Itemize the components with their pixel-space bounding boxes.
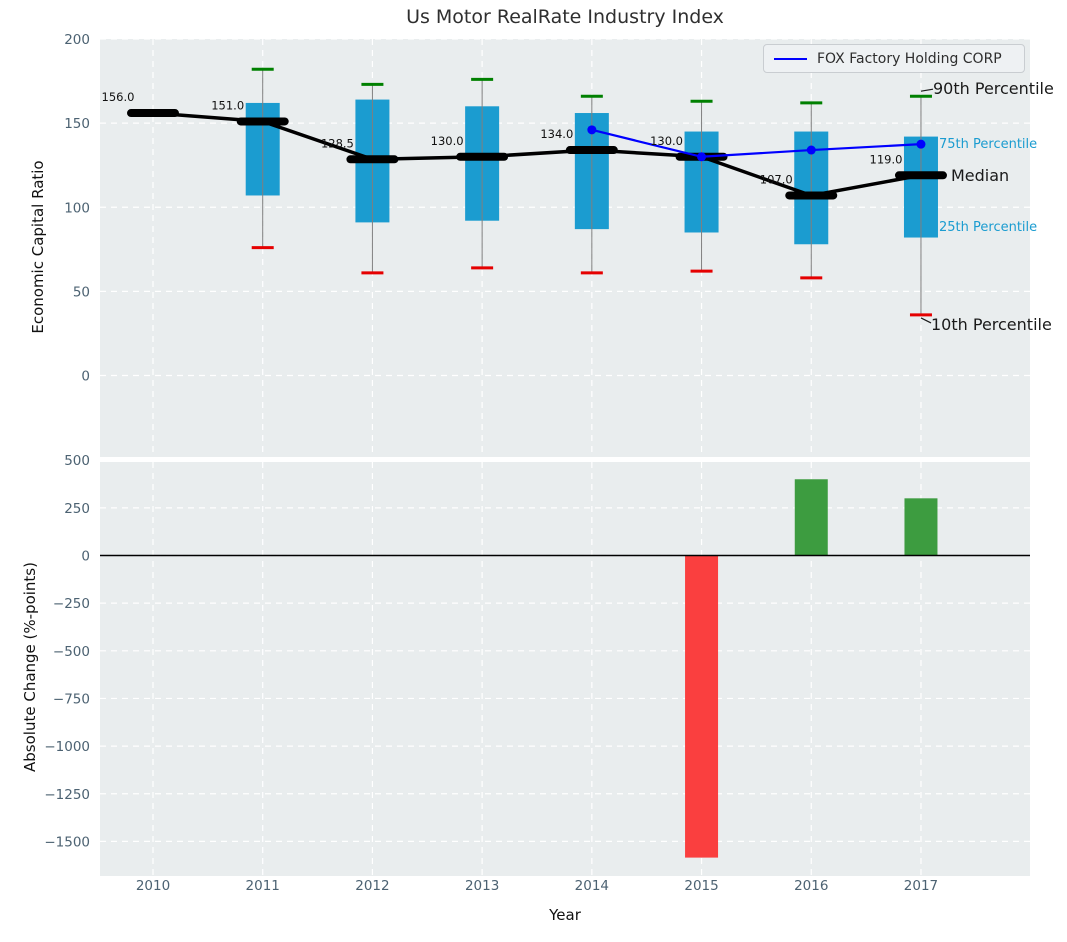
leader-10th [920,317,932,324]
bottom-ytick-8: −1500 [44,834,90,850]
median-marker-2016 [785,191,838,200]
bottom-ytick-3: −250 [53,596,90,612]
median-marker-2013 [456,152,509,161]
median-line [152,111,922,198]
bottom-ytick-6: −1000 [44,739,90,755]
top-ytick-0: 0 [81,369,90,385]
top-ytick-100: 100 [64,200,90,216]
bottom-ytick-7: −1250 [44,787,90,803]
leader-90th [920,88,934,92]
median-value-label-2015: 130.0 [650,134,683,148]
company-point-2015 [697,152,707,162]
chart-title: Us Motor RealRate Industry Index [406,6,724,28]
xtick-2012: 2012 [355,878,389,894]
top-ytick-200: 200 [64,32,90,48]
xtick-2016: 2016 [794,878,828,894]
xtick-2013: 2013 [465,878,499,894]
median-marker-2011 [236,117,289,126]
bottom-ytick-2: 0 [81,549,90,565]
bottom-plot-background [100,462,1030,876]
xtick-2017: 2017 [904,878,938,894]
median-marker-2017 [894,171,947,180]
median-marker-2010 [127,109,179,118]
xtick-2011: 2011 [246,878,280,894]
median-marker-2014 [565,146,618,155]
company-line [591,128,922,158]
xtick-2014: 2014 [575,878,609,894]
bottom-ytick-0: 500 [64,453,90,469]
annotation-median: Median [951,166,1010,185]
y-axis-label-bottom: Absolute Change (%-points) [21,562,39,772]
bottom-ytick-4: −500 [53,644,90,660]
legend-label: FOX Factory Holding CORP [817,50,1002,67]
change-bar-2015 [685,555,719,858]
median-marker-2012 [346,155,399,164]
change-bar-2016 [794,479,828,556]
median-value-label-2010: 156.0 [102,90,135,104]
median-value-label-2011: 151.0 [211,98,244,112]
change-bar-2017 [904,498,938,556]
median-value-label-2012: 128.5 [321,136,354,150]
annotation-90th-percentile: 90th Percentile [933,79,1054,98]
xtick-2010: 2010 [136,878,170,894]
xtick-2015: 2015 [684,878,718,894]
company-point-2017 [916,139,926,149]
legend: FOX Factory Holding CORP [763,44,1025,73]
bottom-ytick-5: −750 [53,691,90,707]
legend-line-swatch [774,57,807,60]
annotation-25th-percentile: 25th Percentile [939,220,1038,235]
top-ytick-150: 150 [64,116,90,132]
annotation-75th-percentile: 75th Percentile [939,137,1038,152]
median-value-label-2016: 107.0 [760,172,793,186]
median-value-label-2014: 134.0 [540,127,573,141]
annotation-10th-percentile: 10th Percentile [931,315,1052,334]
top-ytick-50: 50 [73,284,90,300]
y-axis-label-top: Economic Capital Ratio [29,160,47,334]
company-point-2014 [587,125,597,135]
median-value-label-2017: 119.0 [870,152,903,166]
median-value-label-2013: 130.0 [431,134,464,148]
company-point-2016 [806,145,816,155]
bottom-ytick-1: 250 [64,501,90,517]
x-axis-label: Year [549,906,581,924]
